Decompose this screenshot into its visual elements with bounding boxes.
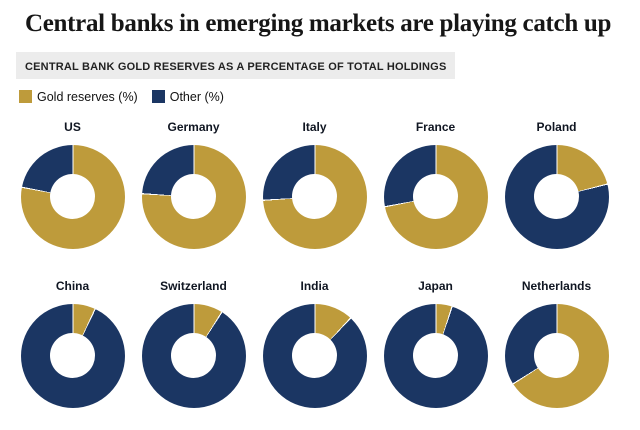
donut-cell-italy: Italy <box>254 120 375 249</box>
donut-cell-poland: Poland <box>496 120 617 249</box>
country-label: Poland <box>536 119 577 134</box>
country-label: Netherlands <box>521 278 592 293</box>
legend-item-gold: Gold reserves (%) <box>19 90 138 104</box>
donut-cell-netherlands: Netherlands <box>496 279 617 408</box>
donut-hole <box>413 333 458 379</box>
legend-item-other: Other (%) <box>151 89 224 104</box>
donut-cell-switzerland: Switzerland <box>133 279 254 408</box>
donut-hole <box>534 174 579 220</box>
donut-hole <box>50 333 95 379</box>
donut-india <box>262 303 367 408</box>
donut-switzerland <box>141 303 246 408</box>
gold-swatch-icon <box>19 90 32 104</box>
donut-chart-grid: US Germany Italy France Poland China Switzerla… <box>0 120 640 408</box>
donut-hole <box>413 174 458 220</box>
donut-japan <box>383 303 488 408</box>
donut-france <box>383 144 488 249</box>
donut-hole <box>171 174 216 220</box>
country-label: Germany <box>167 119 220 134</box>
donut-hole <box>534 333 579 379</box>
country-label: Japan <box>418 278 453 293</box>
country-label: India <box>300 278 329 293</box>
donut-us <box>20 144 125 249</box>
page-title: Central banks in emerging markets are pl… <box>25 10 612 37</box>
other-swatch-icon <box>151 90 165 104</box>
country-label: Switzerland <box>160 278 227 293</box>
chart-subtitle: CENTRAL BANK GOLD RESERVES AS A PERCENTA… <box>25 60 447 73</box>
donut-hole <box>171 333 216 379</box>
donut-hole <box>50 174 95 220</box>
country-label: France <box>415 119 456 134</box>
donut-hole <box>292 333 337 379</box>
country-label: US <box>64 119 81 134</box>
donut-hole <box>292 174 337 220</box>
country-label: China <box>55 278 90 293</box>
donut-cell-france: France <box>375 120 496 249</box>
donut-germany <box>141 144 246 249</box>
chart-legend: Gold reserves (%) Other (%) <box>19 90 640 104</box>
donut-cell-japan: Japan <box>375 279 496 408</box>
donut-cell-germany: Germany <box>133 120 254 249</box>
donut-poland <box>504 144 609 249</box>
legend-label-other: Other (%) <box>169 89 224 104</box>
donut-china <box>20 303 125 408</box>
chart-subtitle-box: CENTRAL BANK GOLD RESERVES AS A PERCENTA… <box>16 51 456 79</box>
donut-cell-china: China <box>12 279 133 408</box>
donut-netherlands <box>504 303 609 408</box>
donut-cell-india: India <box>254 279 375 408</box>
legend-label-gold: Gold reserves (%) <box>37 89 138 104</box>
donut-cell-us: US <box>12 120 133 249</box>
donut-italy <box>262 144 367 249</box>
country-label: Italy <box>302 119 327 134</box>
